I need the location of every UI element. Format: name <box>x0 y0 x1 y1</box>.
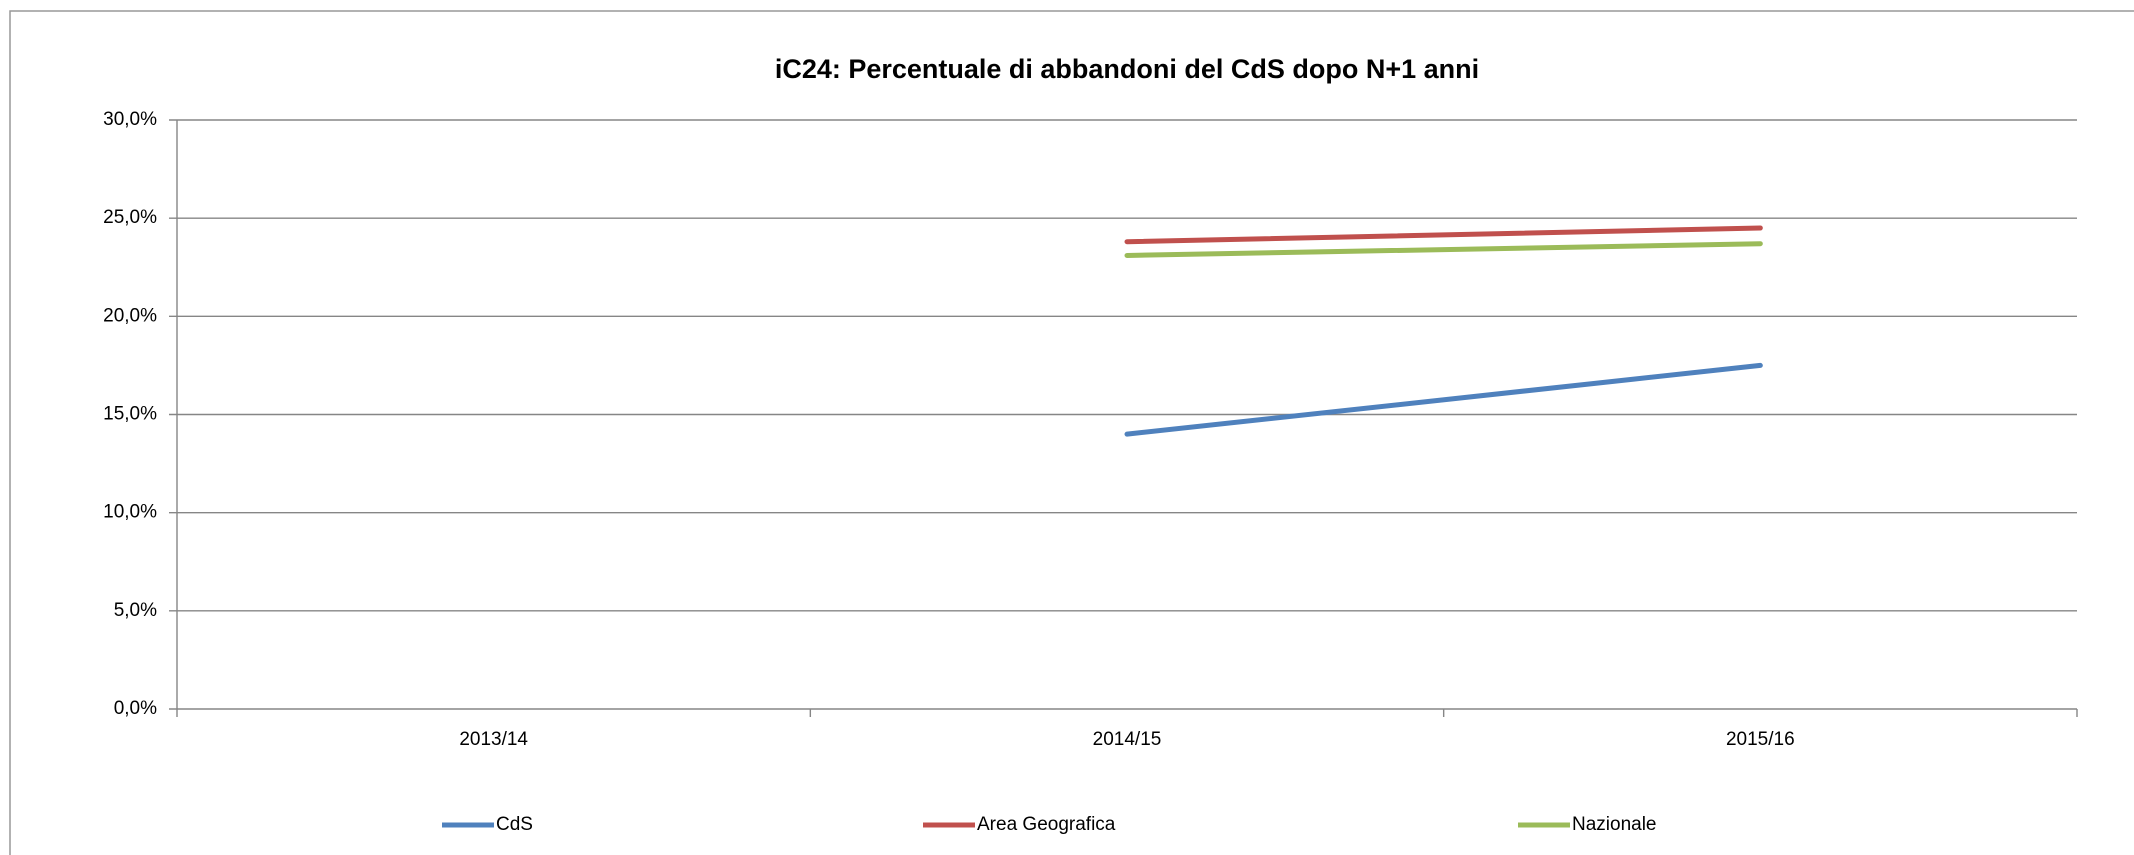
x-tick-label: 2014/15 <box>1093 729 1162 750</box>
legend-label: Area Geografica <box>977 814 1116 835</box>
y-tick-label: 30,0% <box>103 109 157 130</box>
x-tick-label: 2013/14 <box>459 729 528 750</box>
y-tick-label: 25,0% <box>103 207 157 228</box>
y-tick-label: 5,0% <box>114 600 157 621</box>
y-tick-label: 15,0% <box>103 404 157 425</box>
legend-label: CdS <box>496 814 533 835</box>
series-line <box>1124 241 1763 258</box>
series-line <box>1124 225 1763 245</box>
legend-label: Nazionale <box>1572 814 1657 835</box>
y-tick-label: 10,0% <box>103 502 157 523</box>
series-line <box>1124 362 1763 437</box>
chart-frame <box>9 10 2134 855</box>
y-tick-label: 20,0% <box>103 305 157 326</box>
y-tick-label: 0,0% <box>114 698 157 719</box>
chart-title: iC24: Percentuale di abbandoni del CdS d… <box>775 54 1479 84</box>
x-tick-label: 2015/16 <box>1726 729 1795 750</box>
